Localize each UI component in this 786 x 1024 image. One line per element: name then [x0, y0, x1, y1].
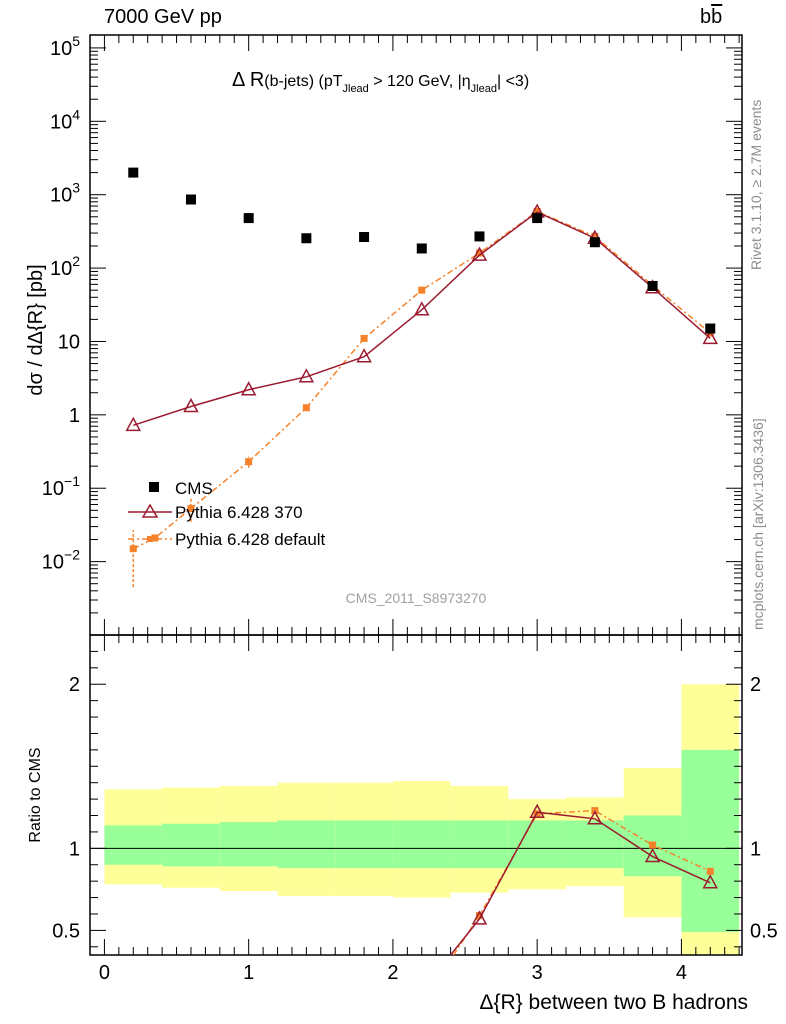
ratio-pythia370-point: [529, 803, 545, 818]
pythia370-point: [356, 348, 372, 363]
ratio-pythia-default-line: [452, 809, 711, 956]
ratio-pythia-default-point: [706, 867, 714, 875]
y-tick-label: 10: [58, 331, 80, 353]
band-inner: [104, 825, 163, 865]
title-jlead-1: Jlead: [343, 83, 369, 95]
header-process-label: bb: [700, 6, 722, 29]
x-tick-label: 2: [387, 962, 398, 984]
ratio-pythia370-point: [587, 810, 603, 825]
y-axis-label: dσ / dΔ{R} [pb]: [25, 264, 47, 395]
cms-data-point: [243, 213, 254, 224]
pythia370-point: [702, 329, 719, 345]
cms-data-point: [128, 167, 139, 178]
title-cut: > 120 GeV, |η: [369, 73, 471, 90]
pythia370-point: [183, 397, 199, 413]
ratio-pythia370-point: [471, 910, 488, 925]
x-tick-label: 0: [99, 962, 110, 984]
band-inner: [566, 820, 624, 869]
cms-data-point: [647, 280, 658, 291]
cms-data-point: [185, 194, 196, 205]
title-end: | <3): [497, 73, 529, 90]
ratio-tick-label: 1: [69, 838, 80, 860]
cms-data-point: [474, 231, 485, 242]
pythia-default-point: [591, 232, 599, 240]
watermark-analysis-id: CMS_2011_S8973270: [346, 590, 487, 606]
band-inner: [219, 822, 278, 867]
ratio-tick-label: 2: [69, 674, 80, 696]
ratio-pythia370-point: [702, 874, 719, 889]
cms-data-point: [416, 243, 427, 254]
pythia-default-point: [418, 286, 426, 294]
x-tick-label: 1: [243, 962, 254, 984]
band-inner: [681, 749, 740, 933]
ratio-pythia-default-point: [533, 810, 541, 818]
ratio-tick-label-right: 1: [750, 838, 761, 860]
pythia-default-point: [151, 534, 159, 542]
legend: CMS Pythia 6.428 370 Pythia 6.428 defaul…: [128, 479, 326, 549]
y-tick-label: 102: [50, 253, 80, 280]
legend-label-cms: CMS: [175, 479, 213, 498]
cms-data-point: [301, 233, 312, 244]
legend-label-pythia-default: Pythia 6.428 default: [175, 530, 326, 549]
y-tick-label: 103: [50, 180, 80, 207]
pythia-default-point: [129, 545, 137, 553]
y-tick-label: 105: [50, 33, 80, 60]
cms-data-point: [589, 237, 600, 248]
legend-marker-pythia370: [141, 503, 159, 518]
band-inner: [450, 820, 509, 869]
pythia370-point: [414, 301, 430, 316]
pythia-default-point: [360, 334, 368, 342]
x-axis-label: Δ{R} between two B hadrons: [479, 991, 748, 1014]
process-b: b: [700, 6, 712, 28]
cms-data-point: [705, 323, 716, 334]
y-tick-label: 10−2: [42, 547, 80, 574]
y-tick-label: 1: [69, 405, 80, 427]
y-tick-label: 10−1: [42, 473, 80, 500]
process-bbar: b: [711, 6, 723, 28]
band-inner: [277, 820, 336, 869]
ratio-pythia370-line: [450, 811, 711, 956]
ratio-pythia-default-point: [649, 841, 657, 849]
band-inner: [335, 820, 393, 869]
pythia370-point: [471, 246, 488, 261]
band-inner: [392, 820, 451, 869]
ratio-pythia370-point: [644, 847, 661, 863]
title-jlead-2: Jlead: [471, 83, 497, 95]
x-tick-label: 4: [676, 962, 687, 984]
ratio-tick-label-right: 0.5: [750, 920, 778, 942]
ratio-uncertainty-bands: [104, 684, 740, 955]
band-inner: [162, 823, 220, 867]
pythia-default-point: [187, 504, 195, 512]
header-energy-label: 7000 GeV pp: [104, 6, 222, 28]
legend-label-pythia370: Pythia 6.428 370: [175, 503, 303, 522]
legend-marker-cms: [149, 482, 159, 492]
pythia-default-point: [245, 458, 253, 466]
cms-data-point: [532, 213, 543, 224]
pythia370-line: [133, 211, 711, 427]
pythia370-point: [240, 381, 257, 396]
ratio-axis-label: Ratio to CMS: [27, 747, 44, 842]
x-tick-label: 3: [532, 962, 543, 984]
ratio-plot-frame: [89, 634, 743, 956]
cms-data-point: [359, 232, 370, 243]
legend-marker-pythia-default: [147, 536, 153, 542]
plot-title: Δ R(b-jets) (pTJlead > 120 GeV, |ηJlead|…: [232, 69, 529, 95]
pythia370-point: [298, 368, 315, 383]
ratio-pythia-default-point: [475, 912, 483, 920]
y-tick-label: 104: [50, 106, 80, 133]
ratio-tick-label: 0.5: [52, 920, 80, 942]
ratio-tick-label-right: 2: [750, 674, 761, 696]
title-main: Δ R: [232, 69, 264, 91]
pythia-default-point: [302, 404, 310, 412]
pythia-default-point: [475, 249, 483, 257]
pythia-default-line: [132, 210, 711, 550]
title-sub: (b-jets) (pT: [264, 73, 342, 90]
band-inner: [508, 820, 567, 869]
pythia370-point: [125, 416, 142, 432]
